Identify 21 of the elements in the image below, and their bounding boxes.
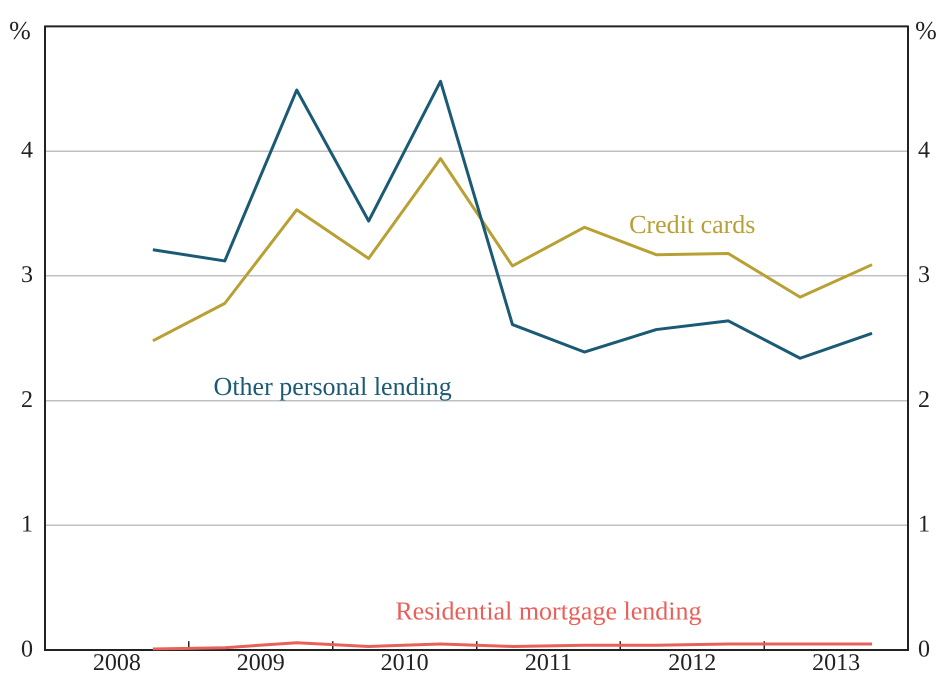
y2-tick-label: 1 [918, 512, 930, 538]
y-tick-label: 0 [21, 636, 33, 662]
text: Other personal lending [214, 372, 452, 402]
y-tick-label: 3 [21, 262, 33, 288]
y2-axis-title: % [915, 16, 937, 46]
x-tick-label: 2011 [524, 650, 572, 676]
y-tick-label: 2 [21, 386, 33, 413]
y-tick-label: 1 [21, 512, 33, 538]
x-tick-label: 2013 [812, 650, 860, 676]
series-label: Credit cards [629, 210, 756, 239]
y-tick-label: 4 [21, 137, 33, 164]
y2-tick-label: 3 [918, 262, 930, 288]
x-tick-label: 2012 [668, 650, 716, 676]
y2-tick-label: 4 [918, 137, 930, 164]
y-axis-title: % [9, 16, 31, 46]
x-tick-label: 2010 [380, 650, 429, 676]
x-tick-label: 2009 [236, 650, 285, 676]
y2-tick-label: 0 [918, 636, 930, 662]
series-label: Residential mortgage lending [395, 596, 702, 626]
x-tick-label: 2008 [92, 650, 141, 676]
y2-tick-label: 2 [918, 386, 930, 413]
